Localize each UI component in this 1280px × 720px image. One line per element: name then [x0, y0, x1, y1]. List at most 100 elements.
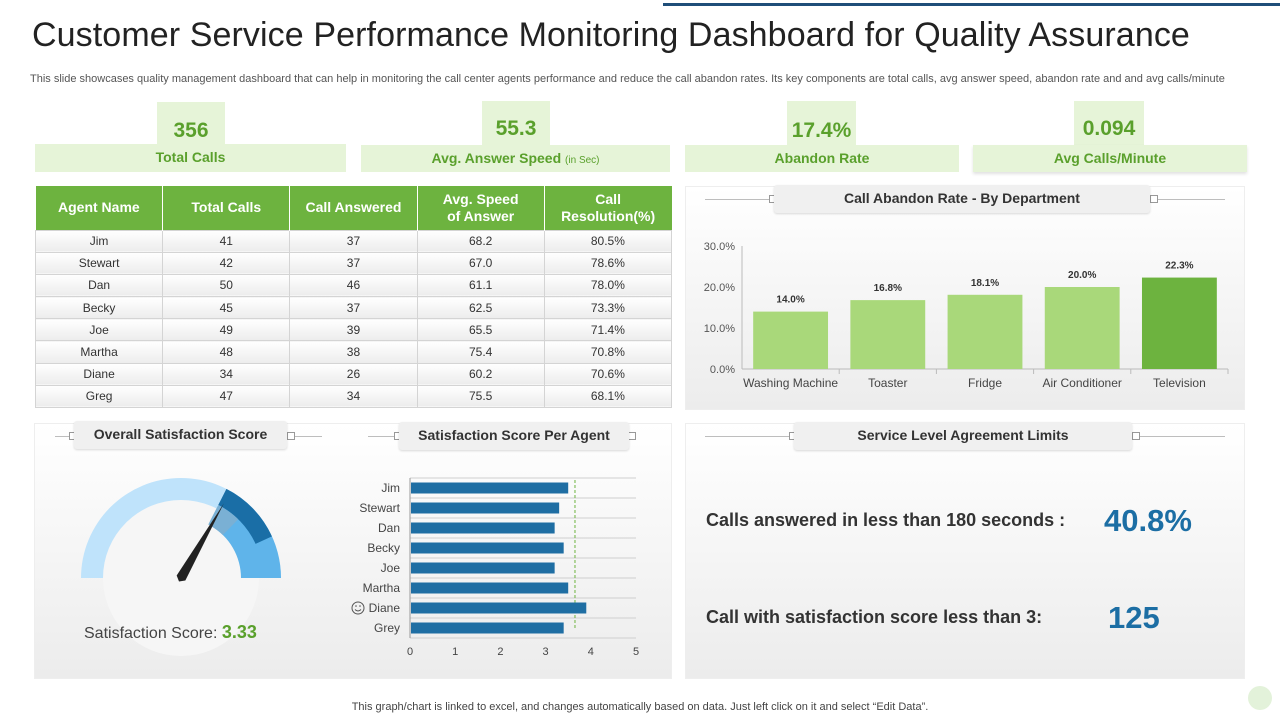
agent-label: Martha	[363, 581, 401, 595]
bar-toaster	[850, 300, 926, 369]
table-cell: 37	[289, 251, 418, 275]
table-cell: 48	[162, 340, 291, 364]
table-cell: 34	[162, 362, 291, 386]
table-cell: Joe	[34, 318, 164, 342]
bar-dan	[411, 522, 555, 534]
table-cell: 68.1%	[543, 384, 673, 409]
bar-stewart	[411, 502, 560, 514]
col-avg-speed: Avg. Speed of Answer	[417, 186, 545, 230]
agent-label: Grey	[374, 621, 400, 635]
table-cell: 78.0%	[543, 273, 673, 298]
agent-label: Stewart	[359, 501, 400, 515]
table-cell: 37	[289, 296, 418, 320]
table-cell: 61.1	[416, 273, 545, 298]
table-row: Diane 34 26 60.2 70.6%	[34, 362, 673, 386]
table-cell: 67.0	[416, 251, 545, 275]
sla-panel	[685, 423, 1245, 679]
page-subtitle: This slide showcases quality management …	[30, 73, 1225, 85]
bar-grey	[411, 622, 564, 634]
x-tick-label: 0	[407, 646, 413, 658]
bar-washing-machine	[753, 311, 829, 369]
table-row: Jim 41 37 68.2 80.5%	[34, 229, 673, 253]
data-label: 20.0%	[1068, 270, 1096, 281]
agent-label: Becky	[367, 541, 400, 555]
col-total-calls: Total Calls	[162, 186, 291, 230]
table-row: Dan 50 46 61.1 78.0%	[34, 273, 673, 298]
bar-joe	[411, 562, 555, 574]
sla-label-low-score: Call with satisfaction score less than 3…	[706, 607, 1043, 627]
table-cell: 50	[162, 273, 291, 298]
bar-air-conditioner	[1044, 287, 1120, 369]
table-cell: 75.5	[416, 384, 545, 409]
satisfaction-gauge	[81, 478, 281, 656]
table-cell: 68.2	[416, 229, 545, 253]
data-label: 22.3%	[1165, 261, 1193, 272]
table-cell: 38	[289, 340, 418, 364]
table-cell: 78.6%	[543, 251, 673, 275]
table-cell: Greg	[34, 384, 164, 409]
kpi-label: Total Calls	[35, 144, 346, 172]
table-row: Joe 49 39 65.5 71.4%	[34, 318, 673, 342]
kpi-value: 0.094	[1074, 101, 1144, 147]
table-cell: 26	[289, 362, 418, 386]
handle-box	[628, 432, 636, 440]
x-tick-label: 4	[588, 646, 594, 658]
table-cell: 70.8%	[543, 340, 673, 364]
col-call-resolution: Call Resolution(%)	[544, 186, 672, 230]
table-cell: 62.5	[416, 296, 545, 320]
table-cell: 73.3%	[543, 296, 673, 320]
table-cell: 37	[289, 229, 418, 253]
smiley-mouth	[354, 609, 362, 612]
overall-satisfaction-title: Overall Satisfaction Score	[74, 421, 287, 449]
table-cell: 71.4%	[543, 318, 673, 342]
x-category-label: Toaster	[868, 376, 907, 390]
agent-label: Joe	[381, 561, 401, 575]
table-cell: Stewart	[34, 251, 164, 275]
satisfaction-score-label: Satisfaction Score:	[84, 625, 218, 642]
x-tick-label: 1	[452, 646, 458, 658]
table-cell: 75.4	[416, 340, 545, 364]
handle-box	[287, 432, 295, 440]
table-cell: 70.6%	[543, 362, 673, 386]
table-cell: 39	[289, 318, 418, 342]
satisfaction-score: Satisfaction Score: 3.33	[84, 622, 257, 643]
smiley-eye	[355, 605, 357, 607]
handle-box	[1132, 432, 1140, 440]
smiley-eye	[359, 605, 361, 607]
table-cell: 80.5%	[543, 229, 673, 253]
x-tick-label: 5	[633, 646, 639, 658]
kpi-label: Abandon Rate	[685, 145, 959, 172]
table-cell: Dan	[34, 273, 164, 298]
gauge-pointer-band	[218, 488, 272, 544]
footer-note: This graph/chart is linked to excel, and…	[351, 701, 929, 713]
table-cell: 42	[162, 251, 291, 275]
kpi-unit: (in Sec)	[565, 155, 600, 166]
kpi-label-text: Avg. Answer Speed	[431, 150, 562, 166]
col-agent-name: Agent Name	[35, 186, 164, 230]
sla-label-180s: Calls answered in less than 180 seconds …	[706, 510, 1066, 530]
agent-satisfaction-chart: 0 1 2 3 4 5 Jim Stewart Dan Becky Joe Martha Diane Gr…	[351, 477, 639, 658]
x-tick-label: 3	[543, 646, 549, 658]
sla-value-low-score: 125	[1108, 600, 1160, 635]
page-title: Customer Service Performance Monitoring …	[32, 16, 1190, 54]
x-category-label: Fridge	[968, 376, 1002, 390]
abandon-chart-title: Call Abandon Rate - By Department	[774, 185, 1150, 213]
table-cell: 34	[289, 384, 418, 409]
table-cell: 49	[162, 318, 291, 342]
table-cell: 45	[162, 296, 291, 320]
bar-diane	[411, 602, 587, 614]
bar-martha	[411, 582, 569, 594]
agent-table: Agent Name Total Calls Call Answered Avg…	[34, 186, 673, 409]
agent-label: Diane	[369, 601, 401, 615]
smiley-icon	[351, 601, 365, 615]
gauge-pointer-band-inner	[208, 504, 239, 535]
agent-satisfaction-title: Satisfaction Score Per Agent	[399, 422, 629, 450]
table-cell: Jim	[34, 229, 164, 253]
bar-television	[1141, 277, 1217, 369]
agent-label: Dan	[378, 521, 400, 535]
table-row: Greg 47 34 75.5 68.1%	[34, 384, 673, 409]
y-tick-label: 10.0%	[704, 323, 735, 335]
y-tick-label: 20.0%	[704, 282, 735, 294]
x-category-label: Washing Machine	[743, 376, 838, 390]
sla-title: Service Level Agreement Limits	[794, 422, 1132, 450]
